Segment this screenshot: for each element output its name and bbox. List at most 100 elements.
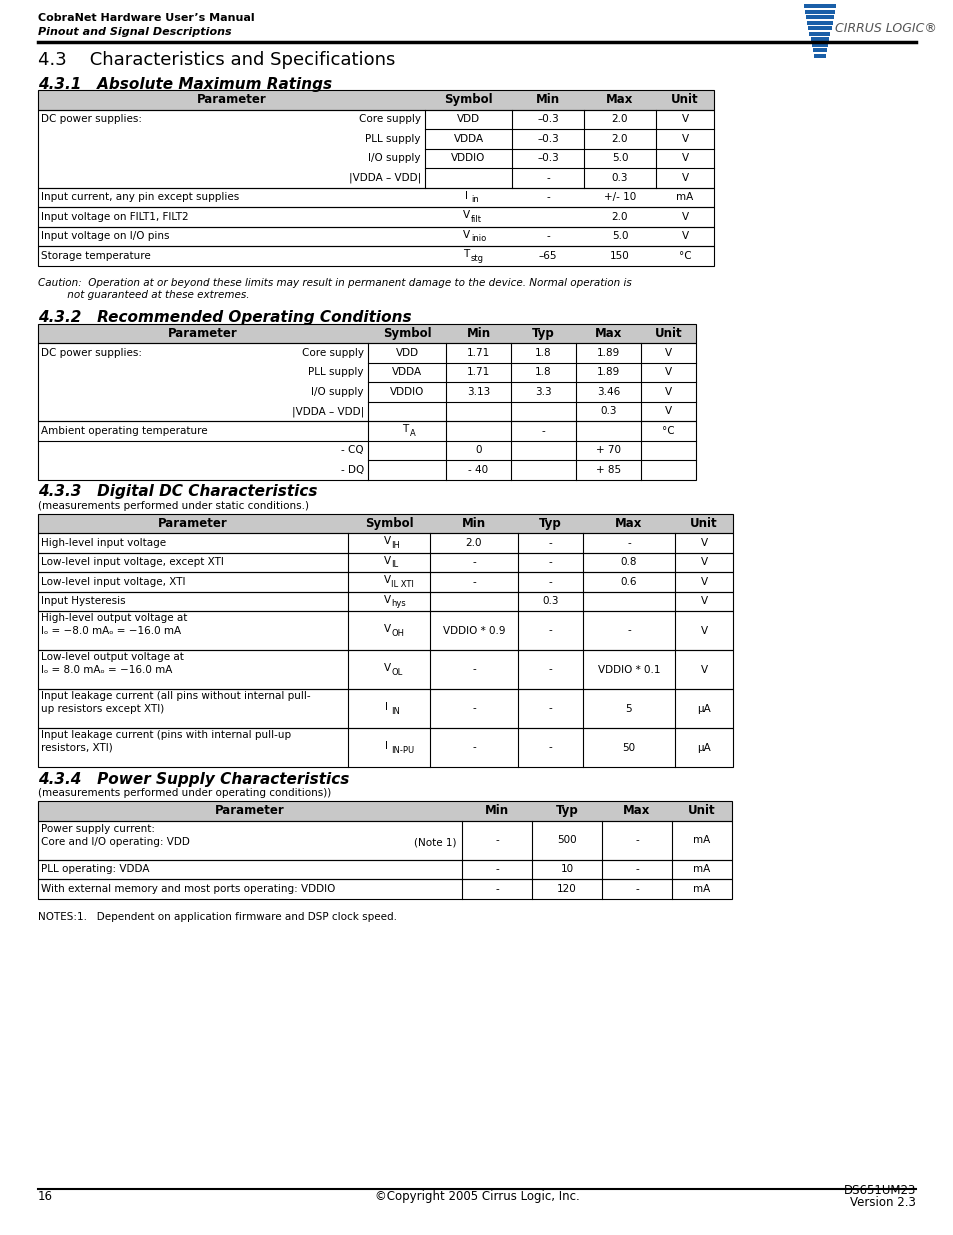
- Text: VDDIO * 0.9: VDDIO * 0.9: [442, 625, 505, 636]
- Bar: [811, 42, 827, 47]
- Text: Version 2.3: Version 2.3: [849, 1195, 915, 1209]
- Text: -: -: [472, 704, 476, 714]
- Text: Symbol: Symbol: [364, 516, 413, 530]
- Text: 1.8: 1.8: [535, 348, 551, 358]
- Text: ©Copyright 2005 Cirrus Logic, Inc.: ©Copyright 2005 Cirrus Logic, Inc.: [375, 1191, 578, 1203]
- Text: V: V: [664, 406, 671, 416]
- Text: I/O supply: I/O supply: [312, 387, 364, 396]
- Text: -: -: [495, 884, 498, 894]
- Text: VDD: VDD: [456, 115, 479, 125]
- Text: OL: OL: [391, 667, 402, 677]
- Text: 5.0: 5.0: [611, 153, 628, 163]
- Text: IN-PU: IN-PU: [391, 746, 415, 755]
- Text: -: -: [472, 664, 476, 674]
- Text: + 85: + 85: [596, 464, 620, 474]
- Text: 3.46: 3.46: [597, 387, 619, 396]
- Text: 5: 5: [625, 704, 632, 714]
- Bar: [38, 611, 732, 650]
- Text: -: -: [548, 577, 552, 587]
- Text: μA: μA: [697, 704, 710, 714]
- Bar: [38, 552, 732, 572]
- Text: IN: IN: [391, 706, 400, 715]
- Text: 4.3.1   Absolute Maximum Ratings: 4.3.1 Absolute Maximum Ratings: [38, 77, 332, 91]
- Text: (Note 1): (Note 1): [414, 837, 456, 847]
- Text: VDDA: VDDA: [453, 133, 483, 143]
- Text: Parameter: Parameter: [196, 94, 266, 106]
- Bar: [38, 324, 696, 343]
- Text: Input leakage current (pins with internal pull-up: Input leakage current (pins with interna…: [41, 730, 291, 740]
- Text: V: V: [383, 576, 390, 585]
- Text: I: I: [385, 701, 388, 713]
- Text: I/O supply: I/O supply: [368, 153, 420, 163]
- Text: 0.3: 0.3: [541, 597, 558, 606]
- Text: Symbol: Symbol: [444, 94, 493, 106]
- Text: 1.71: 1.71: [466, 367, 490, 377]
- Text: Input voltage on I/O pins: Input voltage on I/O pins: [41, 231, 170, 241]
- Text: 5.0: 5.0: [611, 231, 628, 241]
- Text: 1.71: 1.71: [466, 348, 490, 358]
- Text: 4.3    Characteristics and Specifications: 4.3 Characteristics and Specifications: [38, 51, 395, 69]
- Text: Low-level output voltage at: Low-level output voltage at: [41, 652, 184, 662]
- Text: CobraNet Hardware User’s Manual: CobraNet Hardware User’s Manual: [38, 14, 254, 23]
- Text: 4.3.2   Recommended Operating Conditions: 4.3.2 Recommended Operating Conditions: [38, 310, 411, 325]
- Text: V: V: [462, 230, 470, 240]
- Bar: [38, 820, 731, 860]
- Text: Iₒ = −8.0 mAₒ = −16.0 mA: Iₒ = −8.0 mAₒ = −16.0 mA: [41, 626, 181, 636]
- Text: DC power supplies:: DC power supplies:: [41, 348, 142, 358]
- Bar: [38, 90, 713, 110]
- Text: T: T: [463, 249, 469, 259]
- Text: High-level input voltage: High-level input voltage: [41, 537, 166, 548]
- Text: inio: inio: [471, 235, 486, 243]
- Text: -: -: [635, 884, 639, 894]
- Text: 500: 500: [557, 835, 577, 845]
- Bar: [38, 514, 732, 534]
- Text: 3.13: 3.13: [466, 387, 490, 396]
- Bar: [810, 37, 828, 41]
- Text: Max: Max: [622, 804, 650, 818]
- Bar: [38, 860, 731, 879]
- Text: Iₒ = 8.0 mAₒ = −16.0 mA: Iₒ = 8.0 mAₒ = −16.0 mA: [41, 664, 172, 674]
- Text: 0.3: 0.3: [599, 406, 616, 416]
- Bar: [38, 343, 696, 421]
- Text: –0.3: –0.3: [537, 115, 558, 125]
- Text: (measurements performed under operating conditions)): (measurements performed under operating …: [38, 788, 331, 798]
- Text: not guaranteed at these extremes.: not guaranteed at these extremes.: [38, 289, 250, 300]
- Text: PLL operating: VDDA: PLL operating: VDDA: [41, 864, 150, 874]
- Text: V: V: [680, 133, 688, 143]
- Bar: [38, 802, 731, 820]
- Text: 4.3.4   Power Supply Characteristics: 4.3.4 Power Supply Characteristics: [38, 772, 349, 787]
- Text: up resistors except XTI): up resistors except XTI): [41, 704, 164, 714]
- Bar: [38, 572, 732, 592]
- Text: Unit: Unit: [689, 516, 717, 530]
- Text: VDDIO: VDDIO: [451, 153, 485, 163]
- Text: Symbol: Symbol: [382, 327, 431, 340]
- Text: Parameter: Parameter: [158, 516, 228, 530]
- Text: V: V: [680, 231, 688, 241]
- Text: Ambient operating temperature: Ambient operating temperature: [41, 426, 208, 436]
- Text: Max: Max: [594, 327, 621, 340]
- Text: 0.6: 0.6: [620, 577, 637, 587]
- Text: 0.8: 0.8: [620, 557, 637, 567]
- Text: T: T: [401, 425, 408, 435]
- Text: PLL supply: PLL supply: [308, 367, 364, 377]
- Text: 1.89: 1.89: [597, 348, 619, 358]
- Text: V: V: [664, 367, 671, 377]
- Text: V: V: [700, 664, 707, 674]
- Bar: [804, 10, 834, 14]
- Text: –0.3: –0.3: [537, 153, 558, 163]
- Text: +/- 10: +/- 10: [603, 193, 636, 203]
- Text: IL: IL: [391, 561, 398, 569]
- Text: + 70: + 70: [596, 446, 620, 456]
- Text: 2.0: 2.0: [611, 133, 628, 143]
- Bar: [38, 207, 713, 226]
- Text: V: V: [680, 211, 688, 222]
- Text: -: -: [541, 426, 545, 436]
- Text: 2.0: 2.0: [611, 211, 628, 222]
- Text: Max: Max: [606, 94, 633, 106]
- Bar: [38, 534, 732, 552]
- Text: Storage temperature: Storage temperature: [41, 251, 151, 261]
- Text: VDD: VDD: [395, 348, 418, 358]
- Text: IH: IH: [391, 541, 400, 550]
- Bar: [38, 727, 732, 767]
- Bar: [813, 53, 825, 58]
